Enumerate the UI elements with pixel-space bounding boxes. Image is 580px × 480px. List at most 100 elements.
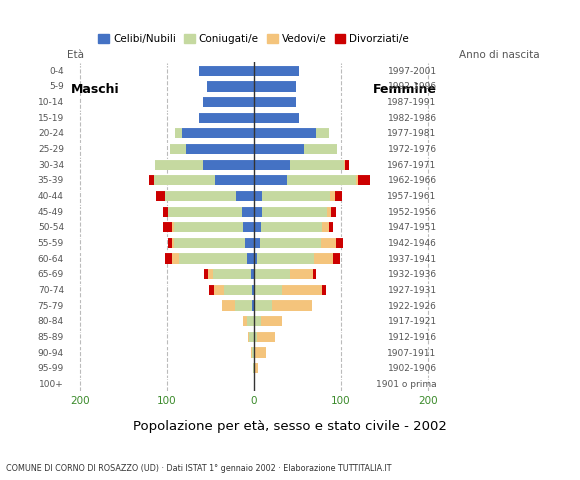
Bar [186,143,254,154]
Bar [255,268,291,279]
Bar [224,284,252,295]
Bar [255,347,266,358]
Bar [214,284,224,295]
Bar [182,127,254,139]
Bar [254,174,287,185]
Bar [314,252,333,264]
Bar [208,268,213,279]
Bar [254,143,304,154]
Bar [254,127,317,139]
Bar [249,331,254,342]
Bar [203,158,254,170]
Bar [254,331,258,342]
Bar [254,96,295,107]
Bar [223,300,234,311]
Text: Età: Età [67,50,84,60]
Bar [254,300,255,311]
Bar [165,190,237,201]
Bar [358,174,370,185]
Bar [255,300,272,311]
Bar [164,221,172,232]
Text: Maschi: Maschi [71,83,119,96]
Bar [199,111,254,123]
Bar [174,237,245,248]
Bar [281,284,321,295]
Bar [157,190,165,201]
Text: Popolazione per età, sesso e stato civile - 2002: Popolazione per età, sesso e stato civil… [133,420,447,432]
Bar [317,127,328,139]
Bar [252,300,254,311]
Bar [164,205,168,217]
Bar [165,252,172,264]
Bar [291,268,313,279]
Bar [255,284,282,295]
Bar [254,221,260,232]
Bar [254,205,262,217]
Bar [304,143,337,154]
Bar [262,190,331,201]
Bar [331,190,335,201]
Bar [253,362,254,373]
Bar [328,221,333,232]
Text: Anno di nascita: Anno di nascita [459,50,539,60]
Bar [313,268,317,279]
Bar [247,252,254,264]
Bar [254,111,299,123]
Bar [331,205,335,217]
Bar [209,284,213,295]
Legend: Celibi/Nubili, Coniugati/e, Vedovi/e, Divorziati/e: Celibi/Nubili, Coniugati/e, Vedovi/e, Di… [94,30,414,48]
Bar [321,284,326,295]
Bar [321,221,328,232]
Bar [204,268,208,279]
Bar [287,174,356,185]
Bar [291,158,345,170]
Text: Femmine: Femmine [372,83,436,96]
Bar [252,284,254,295]
Bar [237,190,254,201]
Bar [169,205,241,217]
Text: COMUNE DI CORNO DI ROSAZZO (UD) · Dati ISTAT 1° gennaio 2002 · Elaborazione TUTT: COMUNE DI CORNO DI ROSAZZO (UD) · Dati I… [6,464,392,473]
Bar [150,174,154,185]
Bar [321,237,336,248]
Bar [155,158,203,170]
Bar [251,347,252,358]
Bar [168,237,172,248]
Bar [254,237,260,248]
Bar [327,205,331,217]
Bar [248,331,249,342]
Bar [272,300,312,311]
Bar [262,205,327,217]
Bar [171,143,186,154]
Bar [168,205,169,217]
Bar [254,190,262,201]
Bar [254,347,255,358]
Bar [356,174,358,185]
Bar [207,80,254,92]
Bar [254,284,255,295]
Bar [260,221,321,232]
Bar [175,127,182,139]
Bar [260,237,321,248]
Bar [260,315,282,326]
Bar [254,268,255,279]
Bar [251,268,254,279]
Bar [154,174,215,185]
Bar [247,315,254,326]
Bar [345,158,349,170]
Bar [199,65,254,76]
Bar [174,221,244,232]
Bar [203,96,254,107]
Bar [254,65,299,76]
Bar [252,347,254,358]
Bar [172,252,179,264]
Bar [335,190,342,201]
Bar [254,315,260,326]
Bar [213,268,251,279]
Bar [254,362,258,373]
Bar [234,300,252,311]
Bar [258,331,275,342]
Bar [254,378,255,389]
Bar [254,80,295,92]
Bar [172,237,173,248]
Bar [245,237,254,248]
